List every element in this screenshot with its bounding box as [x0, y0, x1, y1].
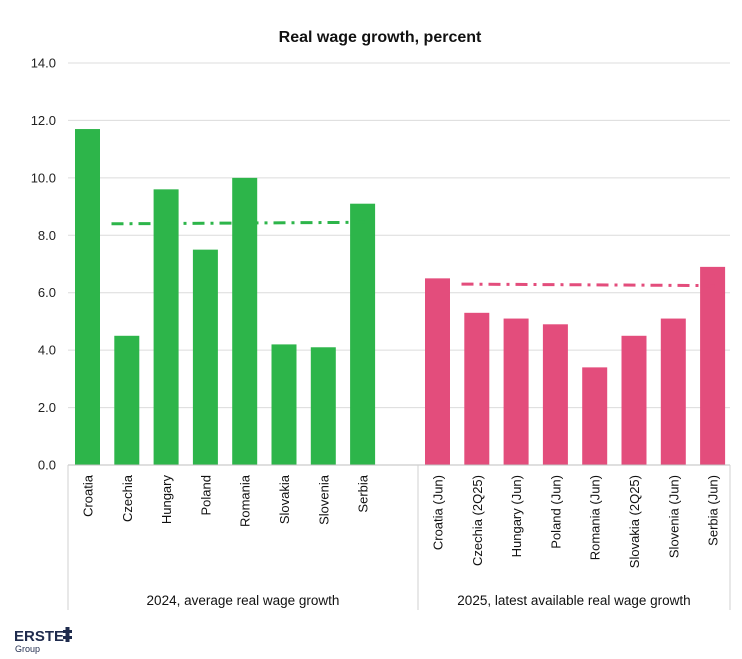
x-axis-ticks: Croatia Czechia Hungary Poland Romania Slovak…	[81, 474, 721, 568]
x-tick-label: Romania (Jun)	[588, 475, 603, 560]
x-tick-label: Poland	[198, 475, 213, 515]
y-tick-label: 4.0	[38, 343, 56, 358]
average-line	[461, 282, 715, 288]
average-line	[111, 220, 365, 226]
erste-group-logo: ERSTE Group	[14, 627, 72, 654]
y-axis-ticks: 0.0 2.0 4.0 6.0 8.0 10.0 12.0 14.0	[31, 56, 56, 473]
x-tick-label: Hungary	[159, 475, 174, 525]
bar-romania-jun	[582, 367, 608, 465]
x-tick-label: Serbia	[356, 474, 371, 512]
logo-sub: Group	[15, 644, 40, 654]
bar-slovakia	[271, 344, 297, 465]
x-tick-label: Hungary (Jun)	[509, 475, 524, 557]
y-tick-label: 10.0	[31, 170, 56, 185]
bars	[75, 129, 726, 466]
group-labels: 2024, average real wage growth 2025, late…	[147, 593, 691, 608]
y-tick-label: 14.0	[31, 56, 56, 71]
x-tick-label: Poland (Jun)	[548, 475, 563, 549]
erste-s-icon	[63, 627, 72, 642]
bar-poland-jun	[542, 324, 568, 465]
bar-poland	[192, 249, 218, 465]
x-tick-label: Slovenia	[316, 474, 331, 525]
x-tick-label: Romania	[238, 474, 253, 527]
bar-czechia	[114, 335, 140, 465]
y-tick-label: 0.0	[38, 458, 56, 473]
y-tick-label: 12.0	[31, 113, 56, 128]
bar-slovenia-jun	[660, 318, 686, 465]
bar-hungary-jun	[503, 318, 529, 465]
bar-slovenia	[310, 347, 336, 465]
bar-slovakia-2q25	[621, 335, 647, 465]
average-lines	[111, 220, 715, 288]
group-label: 2025, latest available real wage growth	[457, 593, 690, 608]
bar-serbia-jun	[700, 266, 726, 465]
x-tick-label: Slovakia	[277, 474, 292, 524]
x-tick-label: Croatia (Jun)	[431, 475, 446, 550]
group-label: 2024, average real wage growth	[147, 593, 340, 608]
x-tick-label: Serbia (Jun)	[706, 475, 721, 546]
y-tick-label: 6.0	[38, 285, 56, 300]
bar-serbia	[350, 203, 376, 465]
x-tick-label: Slovakia (2Q25)	[627, 475, 642, 568]
x-tick-label: Czechia (2Q25)	[470, 475, 485, 566]
x-tick-label: Croatia	[81, 474, 96, 517]
y-tick-label: 2.0	[38, 400, 56, 415]
bar-czechia-2q25	[464, 312, 490, 465]
axis-lines	[67, 464, 731, 610]
bar-romania	[232, 177, 258, 465]
chart-title: Real wage growth, percent	[279, 29, 482, 46]
x-tick-label: Slovenia (Jun)	[666, 475, 681, 558]
bar-hungary	[153, 189, 179, 466]
y-tick-label: 8.0	[38, 228, 56, 243]
bar-croatia-jun	[425, 278, 450, 465]
bar-croatia	[75, 129, 100, 466]
logo-name: ERSTE	[14, 628, 64, 645]
x-tick-label: Czechia	[120, 474, 135, 522]
